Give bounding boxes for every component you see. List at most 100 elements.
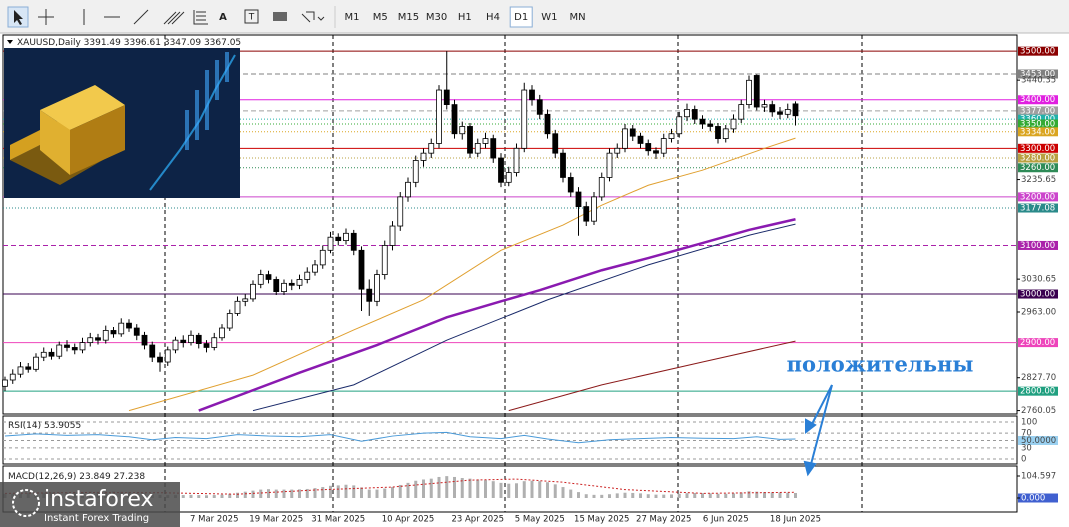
shape-tool[interactable] xyxy=(273,12,287,21)
macd-bar xyxy=(685,493,689,498)
macd-bar xyxy=(476,479,480,498)
x-tick-label: 5 May 2025 xyxy=(515,515,565,525)
timeframe-button[interactable]: W1 xyxy=(541,12,557,23)
image-line xyxy=(149,54,236,191)
y-tick-label: 2760.05 xyxy=(1021,406,1056,416)
candle-body xyxy=(505,172,512,183)
macd-bar xyxy=(507,483,511,498)
macd-bar xyxy=(313,488,317,498)
macd-bar xyxy=(453,476,456,498)
fibo-tool[interactable] xyxy=(193,10,208,25)
candle-body xyxy=(281,282,287,293)
trendline-tool[interactable] xyxy=(133,9,149,25)
macd-bar xyxy=(228,493,232,498)
candle-body xyxy=(560,152,566,178)
candle-body xyxy=(567,177,574,193)
candle-body xyxy=(366,288,373,302)
text-tool[interactable]: A xyxy=(219,12,227,23)
y-tick-label: 3235.65 xyxy=(1021,175,1056,185)
candle-body xyxy=(95,337,101,341)
macd-bar xyxy=(763,492,766,498)
macd-bar xyxy=(468,478,472,498)
annotation: положительны xyxy=(787,352,974,377)
candle-body xyxy=(552,133,559,154)
candle-body xyxy=(79,342,86,351)
candle-body xyxy=(436,89,442,144)
arrow xyxy=(809,384,833,429)
channel-tool[interactable] xyxy=(163,11,185,25)
candle-body xyxy=(598,177,605,198)
level-label: 3260.00 xyxy=(1020,163,1055,173)
level-label-bg xyxy=(1018,289,1058,299)
macd-bar xyxy=(181,495,185,498)
macd-bar xyxy=(716,493,720,498)
image-candles xyxy=(185,52,229,150)
y-tick-label: 2827.70 xyxy=(1021,373,1056,383)
moving-average xyxy=(128,137,796,412)
candle-body xyxy=(242,298,249,302)
candle-body xyxy=(288,282,295,286)
macd-bar xyxy=(274,489,278,498)
macd-bar xyxy=(670,494,673,498)
level-label: 3453.00 xyxy=(1020,70,1055,80)
label-tool-glyph: T xyxy=(248,13,255,23)
candle-body xyxy=(40,351,47,358)
crosshair-tool[interactable] xyxy=(38,9,54,25)
candle-body xyxy=(746,79,752,106)
macd-bar xyxy=(693,492,697,498)
logo-bg xyxy=(0,482,180,527)
level-label-bg xyxy=(1018,114,1058,124)
candle-body xyxy=(141,334,148,346)
macd-bar xyxy=(251,490,255,498)
label-tool[interactable] xyxy=(244,9,259,24)
moving-average xyxy=(252,223,796,412)
macd-bar xyxy=(484,480,487,498)
macd-bar xyxy=(778,492,782,498)
macd-bar xyxy=(352,485,356,498)
candle-body xyxy=(257,274,264,285)
macd-bar xyxy=(282,489,286,498)
toolbar xyxy=(0,0,1069,33)
main-panel xyxy=(2,34,1018,415)
level-label: 3334.00 xyxy=(1020,127,1055,137)
candle-body xyxy=(157,356,163,363)
macd-bar xyxy=(577,492,580,498)
timeframe-button[interactable]: MN xyxy=(570,12,586,23)
level-label: 3177.08 xyxy=(1020,204,1055,214)
y-tick-label: 70 xyxy=(1021,429,1032,439)
candle-body xyxy=(2,379,8,387)
candle-body xyxy=(389,225,396,246)
candle-body xyxy=(443,89,450,106)
macd-bar xyxy=(724,493,728,498)
candle-body xyxy=(188,334,194,344)
timeframe-button[interactable]: H1 xyxy=(458,12,472,23)
level-label: 3377.00 xyxy=(1020,106,1055,116)
macd-bar xyxy=(205,495,208,498)
tools: A T xyxy=(7,6,336,28)
macd-bar xyxy=(615,493,619,498)
timeframe-button[interactable]: M15 xyxy=(398,12,419,23)
y-tick-label: 30 xyxy=(1021,443,1032,453)
candle-body xyxy=(691,109,698,120)
candle-body xyxy=(397,196,404,227)
macd-bar xyxy=(367,489,371,498)
macd-bar xyxy=(360,487,363,498)
macd-bar xyxy=(654,494,658,498)
macd-bar xyxy=(538,481,542,498)
y-tick-label: 100 xyxy=(1021,418,1037,428)
timeframe-button[interactable]: M1 xyxy=(345,12,360,23)
arrows-tool[interactable] xyxy=(301,11,325,23)
moving-average xyxy=(198,218,796,412)
timeframe-button[interactable]: M5 xyxy=(373,12,388,23)
timeframe-button[interactable]: D1 xyxy=(514,12,528,23)
gold-bar xyxy=(40,85,125,130)
macd-bar xyxy=(631,492,635,498)
macd-bar xyxy=(290,489,294,498)
candle-body xyxy=(172,339,179,351)
timeframe-button[interactable]: M30 xyxy=(426,12,447,23)
candle-body xyxy=(350,232,357,251)
gold-image xyxy=(4,48,240,198)
timeframe-button[interactable]: H4 xyxy=(486,12,500,23)
level-label-bg xyxy=(1018,46,1058,56)
